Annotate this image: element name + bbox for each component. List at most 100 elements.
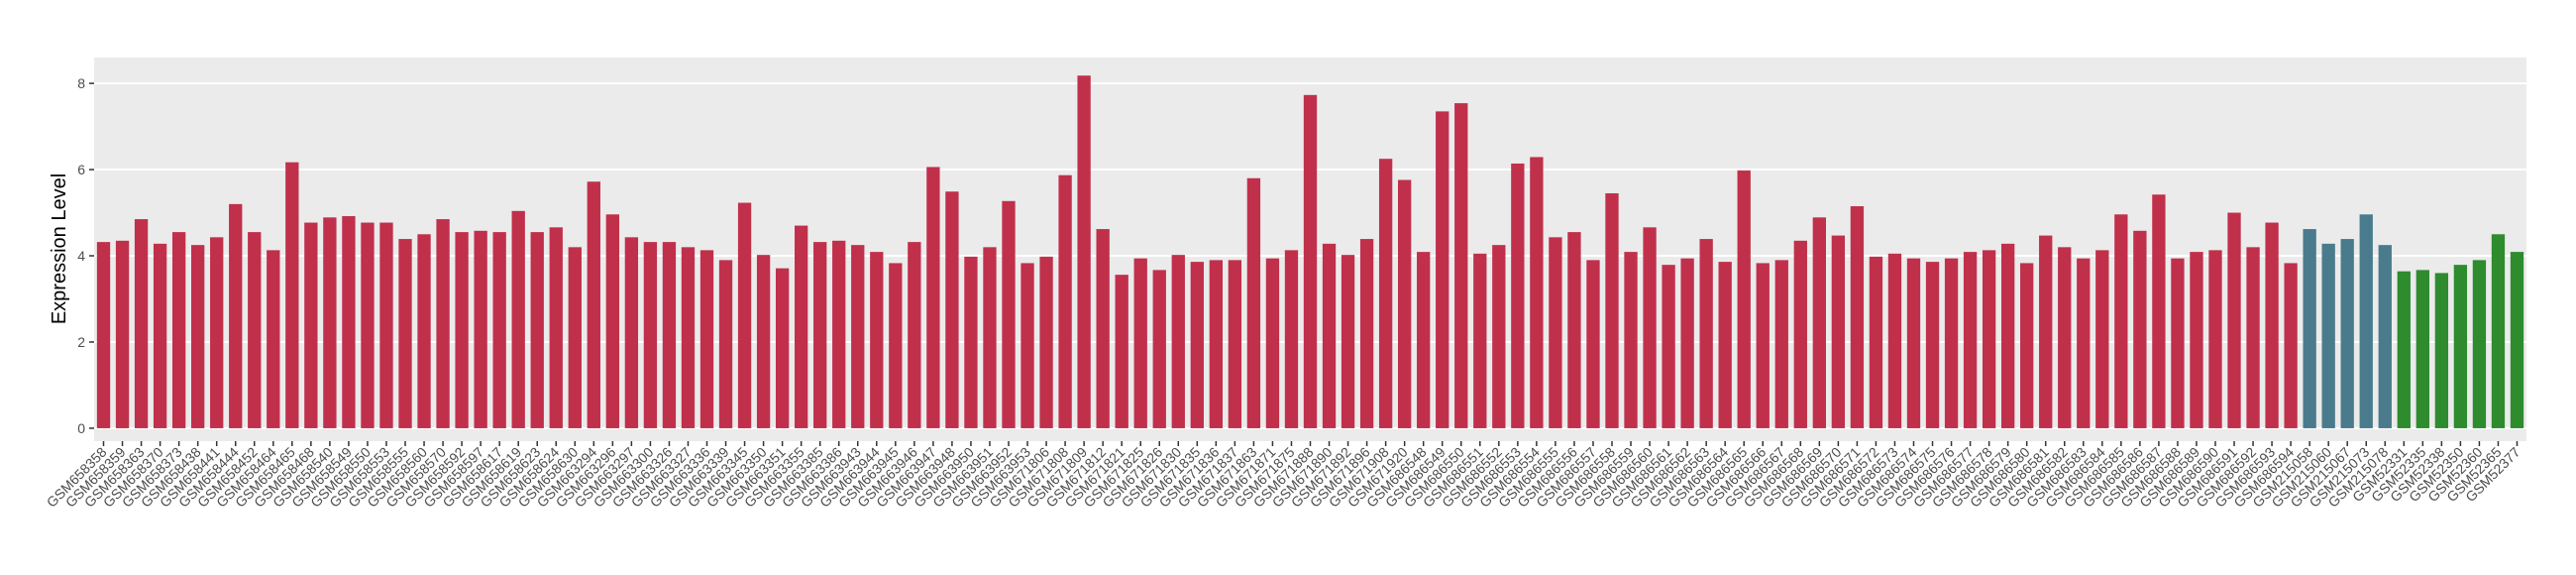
bar [1925,262,1940,428]
bar [1020,263,1034,428]
bar [1303,94,1318,428]
bar [870,252,884,428]
bar [2453,265,2468,428]
bar [1982,250,1996,428]
bar [2284,263,2298,428]
bar [737,202,752,428]
bar [530,232,544,428]
bar [1359,239,1374,428]
bar [1246,177,1261,428]
bar [2510,252,2524,428]
bar [718,260,733,428]
bar [643,242,658,428]
bar [2472,260,2487,428]
bar [2152,194,2166,428]
bar [1549,237,1562,428]
bar [417,234,431,428]
bar [342,216,356,428]
bar [605,214,620,428]
bar [2434,273,2449,428]
bar [1906,258,1921,428]
bar [267,250,280,428]
bar [2397,271,2411,428]
bar [1228,260,1242,428]
bar [813,242,827,428]
bar [1492,245,1506,428]
bar [775,268,790,428]
bar [115,240,130,428]
bar [1869,256,1883,428]
bar [1511,163,1525,428]
bar [1039,256,1053,428]
bar [1887,253,1902,428]
bar [398,239,412,428]
y-tick-label: 6 [77,162,85,177]
bar [587,181,600,428]
bar [1171,255,1185,428]
bar [1454,103,1468,428]
bar [2321,243,2335,428]
bar [1643,227,1657,428]
bar [304,222,318,428]
bar [474,230,487,428]
bar [1774,260,1788,428]
bar [285,162,299,428]
bar [2340,239,2354,428]
bar [1077,75,1091,428]
bar [1115,275,1128,428]
bar [1586,260,1600,428]
y-tick-label: 0 [77,420,85,436]
bar [2020,263,2034,428]
bar [624,237,639,428]
bar [1793,240,1807,428]
bar [1718,262,1732,428]
bar [1699,239,1713,428]
bar [1341,255,1355,428]
bar [756,255,771,428]
y-tick-label: 4 [77,248,85,264]
bar [2491,234,2506,428]
bar [2133,230,2147,428]
bar [1662,265,1675,428]
bar [2246,247,2260,428]
bar [681,247,696,428]
bar [153,243,167,428]
bar [2077,258,2091,428]
bar [361,222,375,428]
bar [945,191,959,428]
bar [1417,252,1431,428]
bar [1530,157,1544,428]
bar [2171,258,2185,428]
bar [1002,200,1016,428]
bar [2190,252,2203,428]
bar [1831,235,1846,428]
bar [926,167,940,428]
bar [889,263,903,428]
bar [1944,258,1959,428]
bar [248,232,262,428]
bar [964,256,978,428]
bar [2000,243,2015,428]
bar [699,250,714,428]
bar [1133,258,1147,428]
bar [1096,229,1110,428]
bar [549,227,563,428]
bar [2058,247,2072,428]
bar [1473,253,1487,428]
bar [1378,159,1393,428]
bar [323,217,337,428]
bar [1567,232,1581,428]
bar [2303,229,2316,428]
bar [1436,111,1449,428]
bar [2359,214,2373,428]
bar [2114,214,2128,428]
bar [134,219,149,428]
bar [1963,252,1978,428]
y-tick-label: 8 [77,75,85,91]
bar [171,232,186,428]
bar [1680,258,1694,428]
bar [908,242,921,428]
bar [1322,243,1337,428]
bar [2095,250,2109,428]
